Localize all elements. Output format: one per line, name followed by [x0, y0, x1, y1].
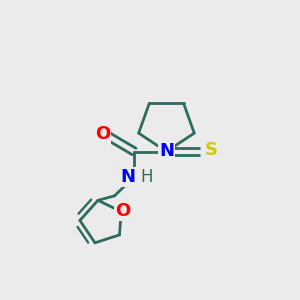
- Text: O: O: [95, 125, 111, 143]
- Text: N: N: [121, 168, 136, 186]
- Text: O: O: [116, 202, 130, 220]
- Text: H: H: [140, 168, 152, 186]
- Text: N: N: [159, 142, 174, 160]
- Text: S: S: [205, 141, 218, 159]
